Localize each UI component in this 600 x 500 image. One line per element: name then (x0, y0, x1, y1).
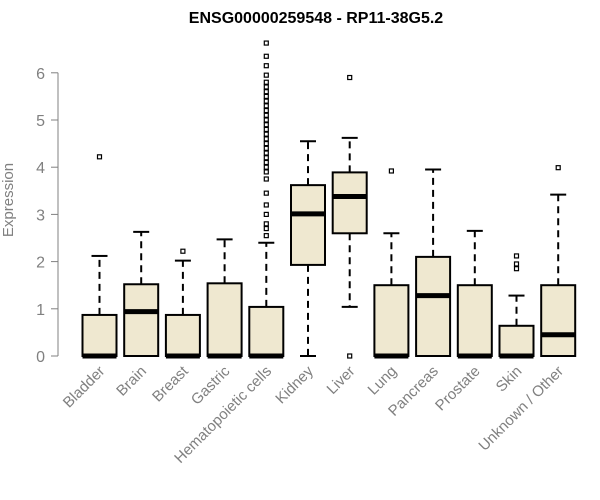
y-tick-label: 1 (36, 302, 45, 319)
outlier-point (263, 221, 269, 227)
outlier-point (263, 164, 269, 170)
box-body (248, 305, 285, 357)
box-group (248, 40, 285, 359)
outlier-point (263, 176, 269, 182)
outlier-point (263, 122, 269, 128)
outlier-point (263, 150, 269, 156)
outlier-point (263, 155, 269, 161)
box-body (331, 171, 368, 235)
outlier-point (263, 145, 269, 151)
x-tick-label: Skin (493, 363, 526, 396)
outlier-point (263, 72, 269, 78)
x-tick-label: Liver (324, 363, 359, 398)
outlier-point (263, 79, 269, 85)
box-group (415, 168, 452, 358)
outlier-point (263, 53, 269, 59)
outlier-point (263, 202, 269, 208)
y-tick-label: 3 (36, 207, 45, 224)
outlier-point (263, 93, 269, 100)
box-body (540, 284, 577, 358)
outlier-point (263, 159, 269, 166)
box-group (206, 238, 243, 359)
box-body (498, 324, 535, 357)
box-body (415, 255, 452, 358)
outlier-point (96, 154, 103, 160)
chart-title: ENSG00000259548 - RP11-38G5.2 (189, 10, 444, 27)
box-body (164, 313, 201, 358)
outlier-point (263, 63, 269, 69)
outlier-point (513, 253, 520, 259)
outlier-point (263, 89, 269, 95)
outlier-point (263, 211, 269, 217)
outlier-point (263, 233, 269, 239)
y-tick-label: 0 (36, 349, 45, 366)
outlier-point (347, 74, 353, 81)
outlier-point (347, 353, 353, 359)
outlier-point (263, 117, 269, 123)
x-tick-label: Prostate (432, 363, 484, 415)
box-body (456, 284, 493, 358)
outlier-point (263, 40, 269, 46)
y-tick-label: 6 (36, 66, 45, 83)
outlier-point (388, 168, 394, 174)
outlier-point (263, 225, 269, 232)
box-group (164, 248, 201, 359)
x-tick-label: Breast (149, 362, 192, 405)
outlier-point (263, 107, 269, 114)
y-tick-label: 2 (36, 255, 45, 272)
box-group (331, 74, 368, 359)
box-group (123, 230, 160, 358)
x-tick-label: Lung (365, 363, 401, 399)
box-body (123, 283, 160, 358)
outlier-point (263, 112, 269, 118)
box-body (206, 282, 243, 358)
y-axis-label: Expression (0, 163, 17, 237)
y-tick-label: 4 (36, 160, 45, 177)
outlier-point (263, 190, 269, 196)
box-group (290, 140, 326, 357)
x-tick-label: Kidney (272, 362, 317, 407)
boxes (81, 40, 577, 359)
outlier-point (263, 103, 269, 109)
box-body (81, 313, 118, 358)
x-tick-label: Bladder (60, 363, 109, 412)
y-tick-label: 5 (36, 113, 45, 130)
outlier-point (180, 248, 186, 254)
box-group (373, 168, 410, 359)
y-axis: 0 1 2 3 4 5 6 (36, 66, 59, 366)
outlier-point (263, 169, 269, 175)
x-tick-label: Brain (113, 363, 150, 400)
box-body (373, 284, 410, 358)
box-body (290, 184, 326, 266)
outlier-point (263, 141, 269, 147)
outlier-point (263, 126, 269, 133)
outlier-point (513, 261, 520, 267)
box-group (540, 165, 577, 358)
box-group (81, 154, 118, 359)
outlier-point (263, 136, 269, 142)
box-group (456, 229, 493, 359)
box-group (498, 253, 535, 359)
outlier-point (555, 165, 561, 171)
outlier-point (263, 131, 269, 137)
outlier-point (263, 84, 269, 90)
outlier-point (263, 98, 269, 104)
outlier-point (513, 266, 520, 272)
